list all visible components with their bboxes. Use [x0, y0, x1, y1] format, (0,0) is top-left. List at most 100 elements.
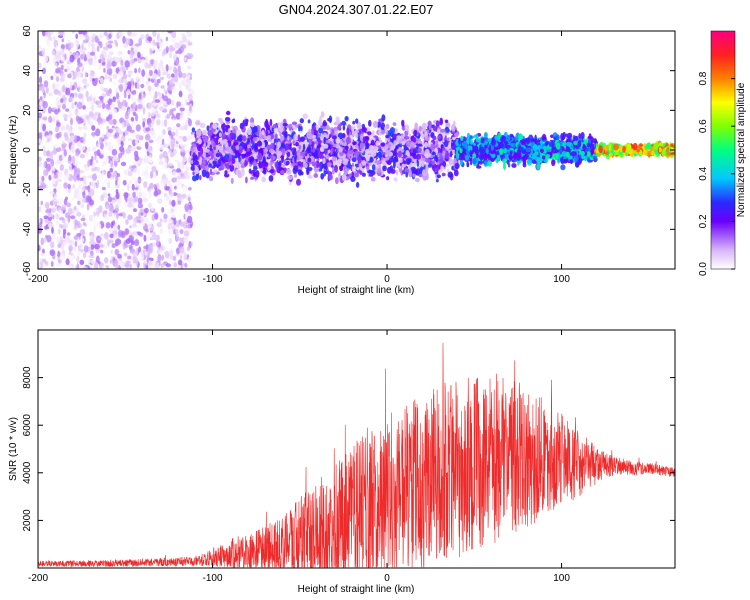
spectrogram-cell	[302, 152, 306, 157]
spectrogram-cell	[190, 160, 194, 165]
spectrogram-cell	[466, 161, 470, 168]
spectrogram-cell	[479, 160, 483, 165]
spectrogram-cell	[212, 160, 217, 165]
spectrogram-cell	[178, 82, 182, 89]
spectrogram-cell	[436, 174, 441, 178]
spectrogram-cell	[45, 135, 50, 139]
spectrogram-cell	[432, 125, 438, 132]
spectrogram-cell	[262, 167, 267, 175]
spectrogram-cell	[88, 57, 93, 66]
spectrogram-cell	[69, 215, 76, 220]
spectrogram-cell	[62, 84, 66, 93]
spectrogram-cell	[542, 133, 547, 141]
spectrogram-cell	[140, 90, 144, 95]
spectrogram-cell	[116, 237, 120, 245]
spectrogram-cell	[176, 181, 182, 186]
spectrogram-cell	[79, 169, 85, 174]
spectrogram-cell	[107, 44, 113, 49]
spectrogram-cell	[307, 174, 313, 179]
spectrogram-cell	[393, 140, 398, 146]
spectrogram-cell	[175, 236, 180, 242]
spectrogram-cell	[380, 129, 385, 135]
spectrogram-cell	[183, 252, 188, 259]
spectrogram-cell	[265, 118, 268, 125]
spectrogram-cell	[50, 241, 55, 249]
spectrogram-cell	[105, 204, 109, 210]
spectrogram-cell	[123, 56, 127, 61]
spectrogram-cell	[169, 51, 173, 59]
spectrogram-cell	[175, 159, 179, 163]
spectrogram-cell	[154, 82, 159, 88]
spectrogram-cell	[122, 99, 128, 107]
spectrogram-cell	[401, 119, 405, 127]
spectrogram-cell	[395, 158, 399, 163]
spectrogram-cell	[82, 252, 87, 259]
spectrogram-cell	[46, 31, 52, 38]
spectrogram-cell	[90, 93, 94, 97]
spectrogram-cell	[156, 222, 162, 228]
spectrogram-cell	[223, 154, 230, 160]
spectrogram-cell	[43, 90, 46, 99]
spectrogram-cell	[322, 157, 326, 165]
spectrogram-cell	[57, 206, 61, 213]
spectrogram-cell	[293, 155, 297, 163]
spectrogram-cell	[368, 169, 373, 174]
spectrogram-cell	[252, 137, 258, 142]
spectrogram-cell	[107, 238, 111, 247]
spectrogram-cell	[52, 116, 56, 123]
spectrogram-cell	[157, 62, 163, 70]
spectrogram-cell	[536, 163, 540, 170]
spectrogram-cell	[118, 78, 123, 84]
spectrogram-cell	[115, 92, 120, 100]
spectrogram-cell	[38, 138, 42, 143]
spectrogram-cell	[176, 172, 182, 181]
spectrogram-cell	[365, 127, 370, 133]
spectrogram-cell	[74, 92, 78, 96]
spectrogram-cell	[354, 172, 360, 178]
spectrogram-cell	[100, 77, 104, 84]
spectrogram-cell	[176, 101, 182, 107]
spectrogram-cell	[392, 122, 397, 126]
spectrogram-cell	[101, 61, 106, 66]
spectrogram-cell	[330, 144, 334, 149]
spectrogram-cell	[68, 154, 72, 161]
spectrogram-cell	[174, 42, 180, 49]
spectrogram-cell	[99, 233, 105, 238]
spectrogram-cell	[146, 233, 151, 241]
spectrogram-cell	[108, 211, 113, 217]
spectrogram-cell	[159, 228, 163, 234]
spectrogram-cell	[61, 140, 65, 144]
spectrogram-cell	[307, 119, 311, 124]
spectrogram-cell	[545, 154, 551, 158]
spectrogram-cell	[181, 197, 184, 203]
spectrogram-cell	[313, 129, 317, 136]
spectrogram-cell	[445, 122, 451, 129]
spectrogram-cell	[81, 198, 87, 204]
spectrogram-cell	[117, 101, 123, 109]
spectrogram-cell	[186, 31, 190, 38]
spectrogram-cell	[106, 67, 113, 76]
spectrogram-cell	[123, 91, 127, 99]
spectrogram-cell	[53, 35, 56, 42]
spectrogram-cell	[163, 95, 168, 102]
spectrogram-cell	[161, 93, 165, 100]
spectrogram-cell	[38, 161, 43, 168]
spectrogram-cell	[112, 80, 117, 86]
spectrogram-cell	[105, 222, 111, 229]
spectrogram-cell	[40, 252, 45, 257]
spectrogram-cell	[60, 64, 64, 71]
spectrogram-cell	[38, 216, 41, 224]
spectrogram-cell	[135, 124, 141, 132]
spectrogram-cell	[93, 263, 99, 269]
spectrogram-cell	[120, 59, 124, 66]
spectrogram-cell	[362, 136, 366, 142]
spectrogram-cell	[73, 166, 78, 174]
spectrogram-cell	[73, 134, 78, 143]
spectrogram-cell	[122, 212, 126, 219]
spectrogram-cell	[144, 61, 149, 69]
spectrogram-cell	[79, 177, 84, 181]
spectrogram-cell	[83, 122, 86, 127]
spectrogram-cell	[333, 159, 336, 167]
spectrogram-cell	[63, 175, 67, 181]
spectrogram-cell	[142, 93, 145, 99]
